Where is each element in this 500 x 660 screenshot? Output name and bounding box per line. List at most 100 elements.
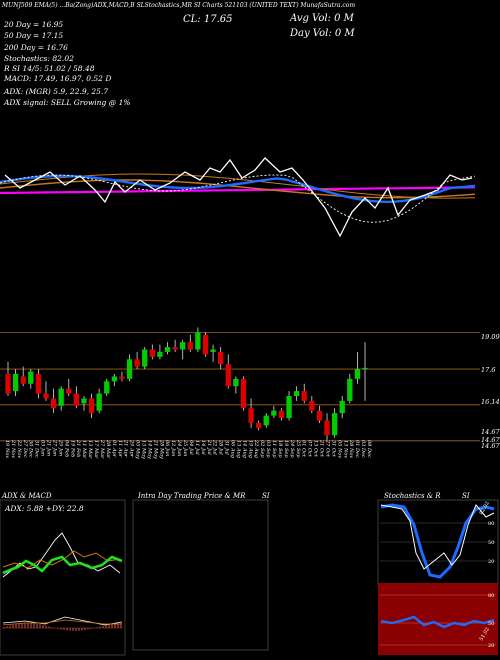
- date-tick-label: 31 Dec: [34, 440, 40, 458]
- candle-body: [35, 373, 42, 394]
- date-tick-label: 22 Nov: [16, 439, 22, 458]
- candle-body: [119, 376, 125, 379]
- plus-di-line: [2, 555, 123, 575]
- candle-body: [96, 393, 102, 411]
- candle-body: [309, 400, 315, 411]
- date-tick-label: 06 Aug: [230, 440, 236, 458]
- date-tick-label: 27 Mar: [99, 439, 105, 459]
- price-label-5: 14.67: [481, 436, 500, 444]
- date-tick-label: 05 May: [135, 440, 141, 459]
- candle-body: [88, 398, 95, 414]
- date-tick-label: 31 Oct: [330, 440, 336, 458]
- ma-50-line: [0, 179, 476, 199]
- date-tick-label: 08 Dec: [366, 440, 372, 458]
- date-tick-label: 24 Sep: [289, 439, 295, 458]
- macd-line: [2, 616, 123, 626]
- date-tick-label: 22 Jul: [212, 439, 218, 455]
- date-tick-label: 19 Feb: [69, 440, 75, 457]
- date-tick-label: 19 Sep: [283, 440, 289, 458]
- adx-panel-title: ADX & MACD: [2, 492, 52, 500]
- date-tick-label: 04 Feb: [63, 440, 69, 457]
- date-tick-label: 11 Apr: [117, 440, 123, 458]
- candle-body: [225, 364, 231, 387]
- rsi-tick-label: 80: [488, 593, 494, 599]
- date-tick-label: 13 May: [140, 440, 146, 459]
- price-line: [4, 157, 473, 238]
- stoch-d-line: [380, 503, 495, 579]
- candle-body: [187, 342, 193, 350]
- date-tick-label: 19 Nov: [4, 440, 10, 458]
- date-tick-label: 13 Mar: [87, 440, 93, 459]
- intraday-panel: [132, 499, 269, 651]
- date-tick-label: 14 Jul: [200, 440, 206, 455]
- candle-body: [134, 359, 140, 367]
- date-tick-label: 03 Sep: [265, 440, 271, 458]
- date-tick-label: 18 Sep: [277, 440, 283, 458]
- date-tick-label: 27 Dec: [22, 439, 28, 458]
- date-tick-label: 21 Nov: [10, 439, 16, 458]
- stochastics-panel: [377, 499, 499, 586]
- chart-top-line: MUNJ509 EMA(5) ...Ba(Zong)ADX,MACD,B SLS…: [2, 2, 356, 9]
- candle-body: [5, 373, 11, 394]
- date-tick-label: 07 Oct: [307, 440, 313, 458]
- candle-body: [263, 415, 269, 426]
- candle-body: [50, 398, 57, 409]
- date-tick-label: 28 Jul: [218, 439, 224, 455]
- candle-body: [104, 381, 110, 394]
- ma-200-line: [0, 186, 476, 195]
- macd-value: MACD: 17.49, 16.97, 0.52 D: [4, 74, 112, 83]
- date-tick-label: 13 Nov: [342, 440, 348, 458]
- intraday-panel-si: SI: [262, 492, 270, 500]
- candle-body: [180, 342, 186, 350]
- date-tick-label: 17 Mar: [93, 440, 99, 459]
- date-tick-label: 22 Aug: [253, 439, 259, 458]
- price-label-6: 14.67: [481, 442, 500, 450]
- date-tick-label: 21 Jul: [206, 439, 212, 455]
- candle-body: [81, 398, 87, 404]
- rsi-value: R SI 14/5: 51.02 / 58.48: [4, 64, 95, 73]
- date-tick-label: 21 May: [152, 439, 158, 459]
- stoch-panel-si: SI: [462, 492, 470, 500]
- date-tick-label: 14 May: [146, 440, 152, 459]
- candle-body: [293, 391, 300, 397]
- date-tick-label: 03 Dec: [360, 440, 366, 458]
- avg-volume: Avg Vol: 0 M: [290, 13, 354, 24]
- date-tick-label: 05 Nov: [336, 440, 342, 458]
- date-tick-label: 01 Apr: [111, 440, 117, 458]
- candle-body: [218, 351, 224, 365]
- candle-body: [362, 367, 368, 370]
- candle-body: [233, 378, 239, 387]
- date-tick-label: 01 Oct: [301, 440, 307, 458]
- rsi-tick-label: 20: [488, 643, 494, 649]
- date-tick-label: 02 Sep: [259, 440, 265, 458]
- candle-body: [126, 359, 133, 379]
- candle-body: [73, 393, 80, 406]
- adx-panel: [0, 499, 126, 656]
- date-tick-label: 21 Jan: [46, 439, 52, 456]
- candle-body: [256, 422, 262, 428]
- date-tick-label: 24 Jun: [176, 439, 182, 456]
- candle-body: [240, 378, 247, 409]
- candle-body: [164, 347, 171, 352]
- candle-body: [12, 373, 19, 392]
- candle-body: [149, 349, 155, 357]
- candle-body: [347, 378, 353, 401]
- date-axis: 19 Nov 21 Nov 22 Nov 27 Dec 30 Dec 31 Dec 03 J…: [4, 439, 372, 459]
- candle-body: [210, 349, 216, 352]
- date-tick-label: 04 Jul: [188, 440, 194, 455]
- candle-body: [43, 393, 49, 399]
- date-tick-label: 28 Nov: [348, 439, 354, 458]
- stoch-tick-label: 50: [488, 540, 494, 546]
- candle-body: [316, 410, 323, 421]
- ma-50-label: 50 Day = 17.15: [4, 31, 64, 40]
- date-tick-label: 28 May: [158, 439, 164, 459]
- date-tick-label: 31 Jul: [224, 440, 230, 455]
- candle-body: [301, 391, 307, 401]
- price-label-2: 17.6: [481, 366, 496, 374]
- date-tick-label: 29 Apr: [129, 439, 135, 458]
- candle-body: [66, 388, 72, 394]
- candle-body: [20, 376, 26, 384]
- date-tick-label: 21 Oct: [319, 439, 325, 458]
- date-tick-label: 13 Oct: [313, 440, 319, 458]
